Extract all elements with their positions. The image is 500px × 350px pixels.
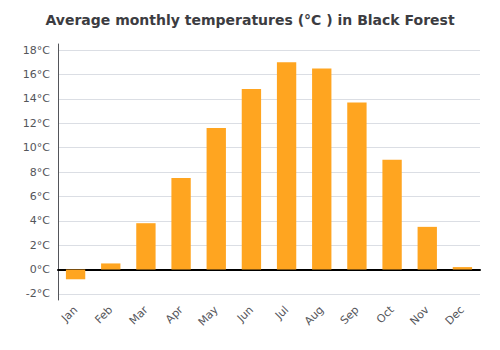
svg-text:0°C: 0°C [30,263,50,276]
svg-text:Jan: Jan [58,303,80,325]
svg-text:16°C: 16°C [23,68,50,81]
svg-text:Feb: Feb [92,303,115,326]
svg-text:Jul: Jul [272,303,291,322]
svg-text:6°C: 6°C [30,190,50,203]
svg-text:4°C: 4°C [30,214,50,227]
svg-text:2°C: 2°C [30,239,50,252]
svg-text:14°C: 14°C [23,92,50,105]
svg-text:10°C: 10°C [23,141,50,154]
svg-text:Mar: Mar [127,303,151,327]
svg-text:-2°C: -2°C [26,287,50,300]
svg-text:18°C: 18°C [23,44,50,57]
svg-text:Sep: Sep [338,303,362,327]
svg-text:Jun: Jun [234,303,256,325]
svg-text:Nov: Nov [407,303,432,328]
svg-text:Aug: Aug [302,303,326,327]
svg-text:Oct: Oct [374,303,397,326]
svg-text:May: May [196,303,222,329]
svg-text:12°C: 12°C [23,117,50,130]
svg-text:8°C: 8°C [30,166,50,179]
svg-text:Dec: Dec [443,303,467,327]
svg-text:Apr: Apr [163,303,186,326]
svg-text:Average monthly temperatures (: Average monthly temperatures (°C ) in Bl… [45,12,454,28]
